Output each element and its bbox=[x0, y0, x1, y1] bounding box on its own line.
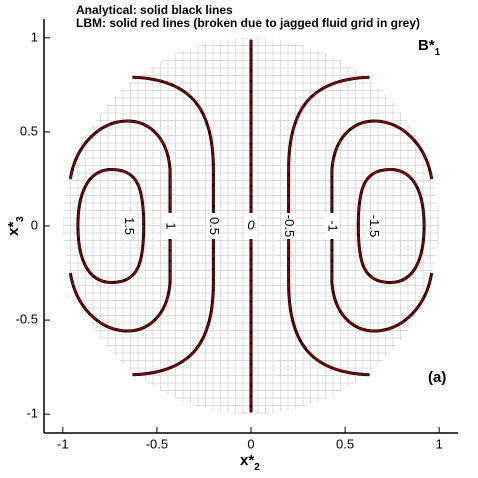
title-sub: 1 bbox=[435, 47, 441, 58]
xlabel-sub: 2 bbox=[254, 462, 260, 473]
y-tick-label: -0.5 bbox=[16, 312, 38, 327]
panel-label: (a) bbox=[428, 369, 446, 386]
contour-label: -0.5 bbox=[282, 215, 297, 237]
title-base: B* bbox=[418, 37, 435, 54]
x-tick-label: -1 bbox=[57, 436, 69, 451]
contour-label-bg bbox=[324, 213, 339, 239]
ylabel-sub: 3 bbox=[15, 216, 26, 222]
contour-label-bg bbox=[163, 213, 178, 239]
x-axis-label: x*2 bbox=[240, 452, 260, 473]
y-tick-label: 0.5 bbox=[20, 123, 38, 138]
x-tick-label: 0 bbox=[247, 436, 254, 451]
y-tick-label: 1 bbox=[31, 29, 38, 44]
annotation: Analytical: solid black lines bbox=[76, 3, 233, 17]
x-tick-label: 1 bbox=[436, 436, 443, 451]
chart-title: B*1 bbox=[418, 37, 441, 58]
contour-label: 0.5 bbox=[207, 217, 222, 235]
annotation: LBM: solid red lines (broken due to jagg… bbox=[76, 16, 420, 30]
x-tick-label: 0.5 bbox=[336, 436, 354, 451]
y-axis-label: x*3 bbox=[5, 216, 26, 236]
y-tick-label: 0 bbox=[31, 217, 38, 232]
contour-label-bg bbox=[281, 213, 296, 239]
contour-label: 1.5 bbox=[122, 217, 137, 235]
contour-label-bg bbox=[121, 213, 136, 239]
contour-label: 0 bbox=[247, 217, 255, 232]
contour-label: 1 bbox=[164, 222, 179, 229]
y-tick-label: -1 bbox=[26, 406, 38, 421]
contour-lbm bbox=[357, 168, 426, 284]
x-tick-label: -0.5 bbox=[146, 436, 168, 451]
contour-label-bg bbox=[366, 213, 381, 239]
y-axis-label-group: x*3 bbox=[5, 216, 26, 236]
contour-label: -1 bbox=[325, 220, 340, 232]
xlabel-base: x* bbox=[240, 452, 254, 469]
ylabel-base: x* bbox=[5, 222, 22, 236]
contour-label-bg bbox=[206, 213, 221, 239]
contour-lbm bbox=[76, 168, 145, 284]
contour-label-bg bbox=[244, 213, 258, 239]
contour-label: -1.5 bbox=[367, 215, 382, 237]
